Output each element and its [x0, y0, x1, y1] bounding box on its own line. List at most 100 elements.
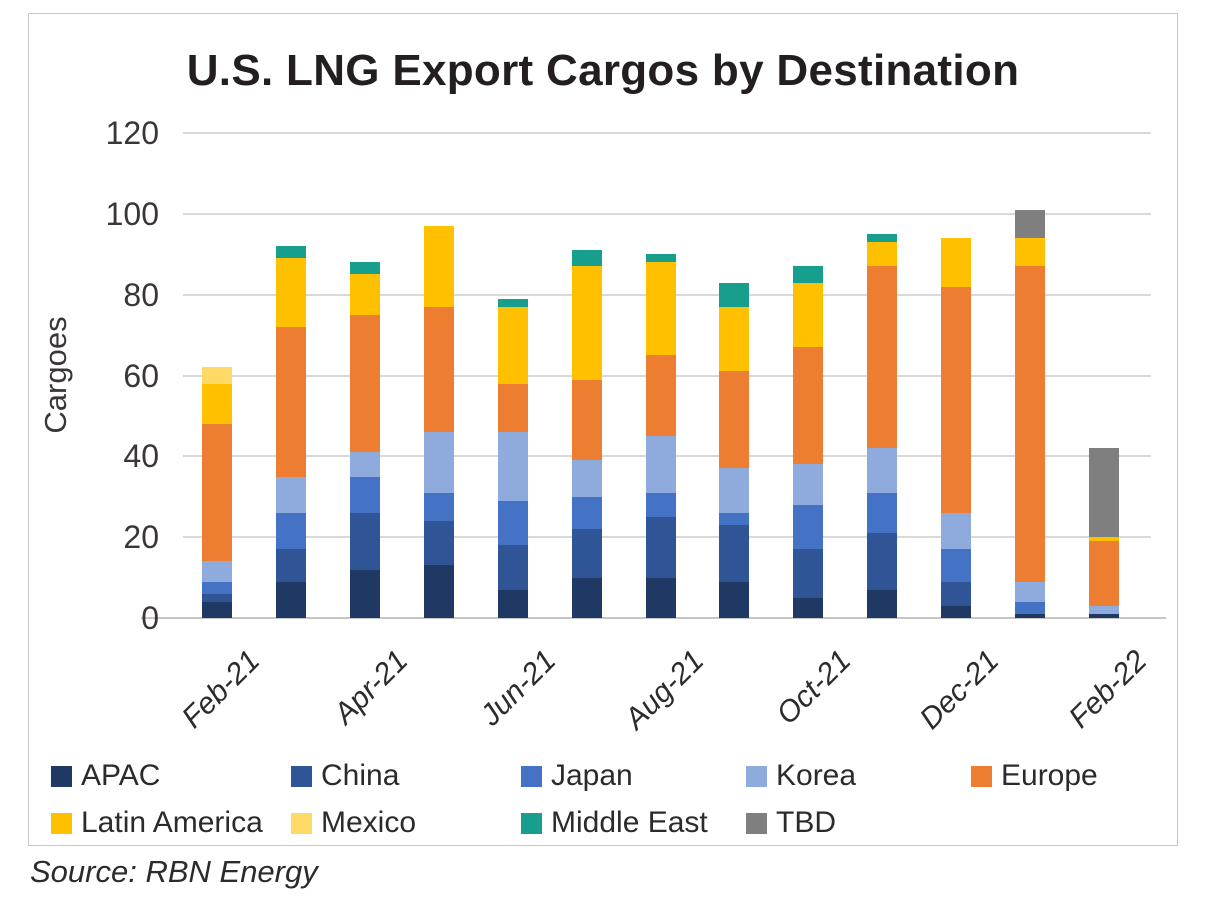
legend-swatch-icon	[971, 765, 992, 787]
bar-segment-apac	[202, 601, 232, 618]
y-tick-label-60: 60	[123, 357, 159, 394]
bar-Feb-21	[202, 367, 232, 618]
bar-Nov-21	[867, 234, 898, 618]
bar-segment-middle-east	[793, 266, 824, 283]
bar-May-21	[423, 226, 454, 618]
bar-Aug-21	[645, 254, 676, 618]
plot-area	[141, 132, 1166, 619]
bar-segment-tbd	[1089, 448, 1120, 538]
bar-segment-korea	[1015, 581, 1046, 602]
bar-segment-korea	[571, 460, 602, 497]
bar-segment-china	[793, 549, 824, 598]
bar-segment-latin-america	[1089, 537, 1120, 542]
legend-swatch-icon	[291, 765, 312, 787]
bar-segment-middle-east	[571, 250, 602, 267]
legend-label: TBD	[776, 806, 836, 839]
bar-segment-japan	[275, 512, 306, 550]
bar-segment-china	[423, 521, 454, 566]
bar-segment-korea	[793, 464, 824, 505]
bar-segment-japan	[867, 492, 898, 534]
bar-Sep-21	[719, 282, 750, 618]
bar-segment-apac	[1089, 613, 1120, 618]
bar-segment-latin-america	[1015, 238, 1046, 267]
bar-segment-apac	[571, 577, 602, 618]
legend-label: Europe	[1001, 759, 1098, 792]
bar-segment-korea	[645, 436, 676, 493]
bar-segment-middle-east	[497, 298, 528, 307]
legend-label: China	[321, 759, 400, 792]
bar-segment-china	[571, 529, 602, 578]
bar-segment-apac	[497, 589, 528, 618]
legend-swatch-icon	[746, 812, 767, 834]
chart-container: U.S. LNG Export Cargos by Destination Ca…	[28, 13, 1178, 846]
bar-segment-latin-america	[497, 306, 528, 384]
bar-segment-europe	[793, 347, 824, 465]
y-tick-label-120: 120	[105, 115, 159, 151]
legend-label: APAC	[81, 759, 161, 792]
bar-Oct-21	[793, 266, 824, 618]
y-tick-label-0: 0	[141, 600, 159, 636]
legend-item-korea: Korea	[746, 759, 856, 793]
bar-segment-korea	[202, 561, 232, 582]
bar-segment-latin-america	[645, 262, 676, 356]
y-tick-label-80: 80	[123, 276, 159, 313]
bar-Jun-21	[497, 298, 528, 618]
legend-swatch-icon	[521, 765, 542, 787]
bar-segment-europe	[1015, 266, 1046, 582]
legend-item-latin-america: Latin America	[51, 806, 263, 840]
legend-item-tbd: TBD	[746, 806, 836, 840]
bar-segment-china	[645, 516, 676, 578]
legend-label: Korea	[776, 759, 857, 792]
legend-item-japan: Japan	[521, 759, 633, 793]
bar-segment-japan	[349, 476, 380, 513]
bar-segment-europe	[423, 306, 454, 433]
bar-segment-china	[867, 533, 898, 590]
bar-segment-apac	[941, 605, 972, 618]
bar-segment-japan	[571, 496, 602, 530]
y-tick-label-100: 100	[105, 195, 159, 232]
gridline-120	[183, 132, 1151, 134]
bar-segment-korea	[349, 452, 380, 477]
bar-segment-europe	[349, 314, 380, 453]
bar-segment-latin-america	[571, 266, 602, 380]
bar-segment-middle-east	[349, 262, 380, 275]
bar-segment-europe	[867, 266, 898, 449]
bar-segment-apac	[1015, 613, 1046, 618]
bar-segment-japan	[941, 549, 972, 582]
y-tick-label-20: 20	[123, 519, 159, 556]
bar-segment-korea	[275, 476, 306, 513]
bar-segment-japan	[793, 504, 824, 550]
bar-segment-tbd	[1015, 209, 1046, 239]
bar-segment-europe	[202, 424, 232, 562]
bar-Feb-22	[1089, 448, 1120, 618]
bar-segment-korea	[1089, 605, 1120, 614]
bar-segment-china	[275, 549, 306, 582]
legend-label: Mexico	[321, 806, 417, 839]
bar-segment-japan	[202, 581, 232, 594]
bar-segment-korea	[867, 448, 898, 493]
bar-segment-china	[349, 512, 380, 570]
legend-item-europe: Europe	[971, 759, 1098, 793]
y-tick-label-40: 40	[123, 438, 159, 475]
bar-segment-middle-east	[719, 282, 750, 307]
bar-segment-europe	[719, 371, 750, 469]
bar-Dec-21	[941, 238, 972, 618]
legend-swatch-icon	[521, 812, 542, 834]
bar-segment-japan	[497, 500, 528, 546]
bar-segment-latin-america	[941, 238, 972, 287]
source-note: Source: RBN Energy	[30, 854, 318, 889]
bar-segment-japan	[645, 492, 676, 517]
bar-segment-middle-east	[645, 254, 676, 263]
bar-segment-mexico	[202, 367, 232, 384]
legend-swatch-icon	[291, 812, 312, 834]
bar-segment-europe	[497, 383, 528, 433]
bar-segment-latin-america	[793, 282, 824, 348]
bar-segment-korea	[497, 432, 528, 501]
bar-segment-korea	[719, 468, 750, 513]
bar-segment-korea	[423, 432, 454, 493]
bar-segment-middle-east	[275, 246, 306, 259]
bar-segment-apac	[349, 569, 380, 618]
bar-segment-apac	[275, 581, 306, 618]
bar-segment-latin-america	[867, 242, 898, 267]
bar-segment-latin-america	[349, 274, 380, 315]
